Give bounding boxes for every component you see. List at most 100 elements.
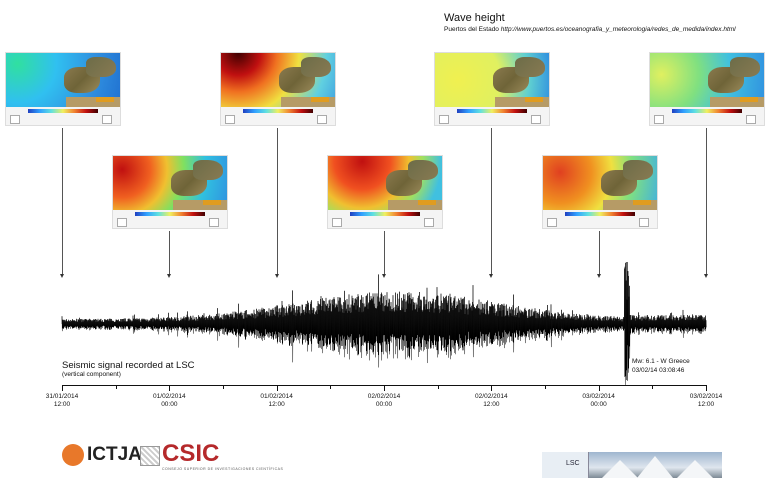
legend-box [746, 115, 756, 124]
arrow-head-icon [704, 274, 708, 278]
lsc-text: LSC [566, 460, 580, 467]
wave-map [219, 52, 336, 126]
africa-land [388, 200, 442, 210]
legend-box [424, 218, 434, 227]
source-credit: Puertos del Estado http://www.puertos.es… [444, 26, 736, 33]
legend-box [654, 115, 664, 124]
legend-box [117, 218, 128, 227]
africa-land [710, 97, 764, 107]
europe-land [86, 57, 116, 77]
tick-date: 02/02/2014 [475, 393, 508, 400]
africa-land [280, 97, 335, 107]
tick-date: 03/02/2014 [689, 393, 723, 400]
tick-date: 01/02/2014 [153, 393, 186, 400]
lsc-panel [542, 452, 589, 478]
wave-map [327, 155, 443, 229]
tick-time: 12:00 [697, 401, 715, 408]
map-pointer-line [62, 128, 63, 274]
event-time: 03/02/14 03:08:46 [632, 367, 685, 374]
axis-minor-tick [545, 385, 546, 389]
arrow-head-icon [382, 274, 386, 278]
axis-tick-label: 01/02/2014 00:00 [139, 393, 199, 409]
axis-tick [491, 385, 493, 391]
arrow-head-icon [596, 274, 601, 278]
legend-box [638, 218, 649, 227]
axis-minor-tick [115, 385, 117, 389]
colorbar [242, 109, 313, 113]
axis-tick [169, 385, 171, 391]
legend-box [102, 115, 112, 124]
tick-date: 31/01/2014 [45, 393, 79, 400]
tick-date: 01/02/2014 [260, 393, 293, 400]
arrow-head-icon [60, 274, 64, 278]
axis-tick-label: 01/02/2014 12:00 [247, 393, 307, 409]
ictja-logo: ICTJA [62, 444, 142, 466]
axis-minor-tick [652, 385, 654, 389]
source-tag-icon [632, 200, 651, 205]
colorbar [672, 109, 742, 113]
source-link[interactable]: http://www.puertos.es/oceanografia_y_met… [500, 26, 736, 33]
tick-time: 00:00 [161, 401, 178, 408]
event-magnitude: Mw: 6.1 - W Greece [632, 358, 690, 365]
tick-time: 00:00 [375, 401, 393, 408]
seismic-sublabel: (vertical component) [62, 371, 121, 378]
africa-land [173, 200, 228, 210]
axis-tick-label: 03/02/2014 00:00 [569, 393, 629, 409]
lsc-logo-banner: LSC [542, 452, 722, 478]
wave-map [649, 52, 765, 126]
seismic-label: Seismic signal recorded at LSC [62, 360, 195, 371]
title-block: Wave height Puertos del Estado http://ww… [444, 12, 736, 33]
africa-land [495, 97, 550, 107]
africa-land [66, 97, 120, 107]
legend-box [10, 115, 20, 124]
source-tag-icon [740, 97, 758, 102]
legend-box [224, 115, 235, 124]
axis-tick [62, 385, 63, 391]
csic-logo: CSIC [162, 440, 220, 467]
wave-map [112, 155, 229, 229]
africa-land [602, 200, 657, 210]
europe-land [515, 57, 546, 77]
arrow-head-icon [489, 274, 494, 278]
axis-minor-tick [330, 385, 332, 389]
europe-land [193, 160, 224, 180]
axis-tick [598, 385, 600, 391]
axis-tick-label: 02/02/2014 12:00 [461, 393, 521, 409]
axis-tick-label: 03/02/2014 12:00 [676, 393, 736, 409]
axis-tick-label: 02/02/2014 00:00 [354, 393, 414, 409]
wave-map [5, 52, 121, 126]
legend-box [546, 218, 557, 227]
map-pointer-line [491, 128, 493, 274]
source-tag-icon [310, 97, 329, 102]
earthquake-annotation: Mw: 6.1 - W Greece 03/02/14 03:08:46 [632, 357, 690, 375]
axis-tick [706, 385, 707, 391]
europe-land [300, 57, 331, 77]
europe-land [622, 160, 653, 180]
tick-date: 02/02/2014 [367, 393, 401, 400]
wave-map [434, 52, 551, 126]
axis-minor-tick [437, 385, 439, 389]
ictja-globe-icon [62, 444, 84, 466]
legend-box [332, 218, 342, 227]
colorbar [564, 212, 635, 216]
csic-emblem-icon [140, 446, 160, 466]
tick-time: 00:00 [590, 401, 607, 408]
tick-time: 12:00 [53, 401, 71, 408]
map-pointer-line [276, 128, 278, 274]
europe-land [730, 57, 760, 77]
mountain-icon [677, 460, 713, 478]
axis-tick-label: 31/01/2014 12:00 [32, 393, 92, 409]
source-tag-icon [203, 200, 222, 205]
europe-land [408, 160, 438, 180]
legend-box [439, 115, 450, 124]
chart-title: Wave height [444, 12, 505, 24]
tick-time: 12:00 [268, 401, 285, 408]
axis-minor-tick [223, 385, 224, 389]
ictja-text: ICTJA [87, 444, 142, 465]
arrow-head-icon [274, 274, 279, 278]
source-name: Puertos del Estado [444, 26, 499, 33]
axis-tick [384, 385, 385, 391]
source-tag-icon [525, 97, 544, 102]
tick-date: 03/02/2014 [582, 393, 615, 400]
legend-box [316, 115, 327, 124]
